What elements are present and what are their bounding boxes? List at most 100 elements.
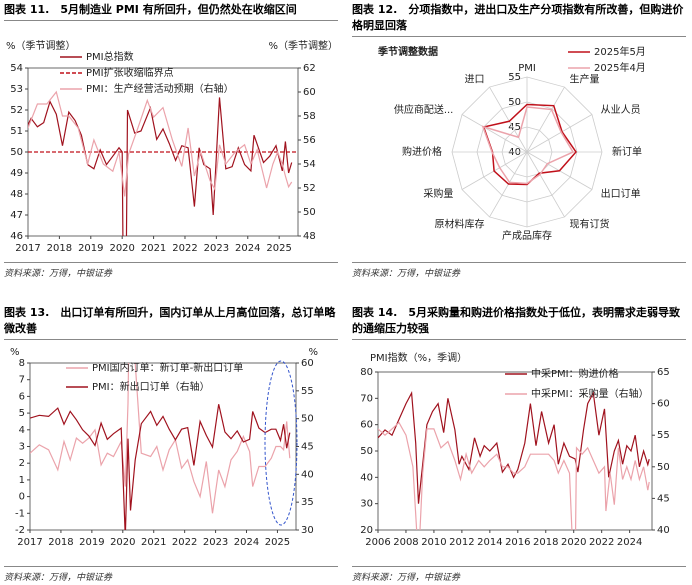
category-label: 新订单 [612, 145, 642, 158]
y2-tick-label: 55 [301, 386, 314, 397]
y2-tick-label: 40 [301, 469, 314, 480]
series-line [28, 97, 293, 236]
category-label: 现有订货 [570, 218, 610, 231]
y-tick-label: 52 [10, 105, 23, 116]
x-tick-label: 2024 [617, 537, 642, 548]
series-line [30, 363, 291, 514]
y2-axis-label: %（季节调整） [268, 39, 338, 52]
x-tick-label: 2010 [421, 537, 446, 548]
x-tick-label: 2008 [393, 537, 418, 548]
highlight-ellipse [264, 360, 298, 526]
x-tick-label: 2024 [235, 243, 260, 254]
r-tick-label: 45 [508, 122, 521, 133]
category-label: 进口 [465, 73, 485, 85]
category-label: 产成品库存 [502, 229, 552, 242]
y-tick-label: -2 [15, 525, 25, 536]
x-tick-label: 2023 [204, 243, 229, 254]
y2-axis-label: % [308, 347, 318, 358]
source: 资料来源：万得，中银证券 [4, 262, 338, 279]
x-tick-label: 2021 [141, 243, 166, 254]
caption: 图表 11. 5月制造业 PMI 有所回升，但仍然处在收缩区间 [4, 2, 338, 21]
y-tick-label: 0 [19, 492, 25, 503]
category-label: 出口订单 [601, 187, 641, 200]
y-tick-label: 3 [19, 442, 25, 453]
y2-tick-label: 60 [657, 399, 670, 410]
y-tick-label: 8 [19, 358, 25, 369]
y2-tick-label: 45 [657, 493, 670, 504]
x-tick-label: 2021 [141, 537, 166, 548]
subtitle: 季节调整数据 [377, 45, 438, 58]
x-tick-label: 2022 [172, 537, 197, 548]
series-polygon [481, 106, 575, 185]
source: 资料来源：万得，中银证券 [352, 262, 686, 279]
y2-tick-label: 45 [301, 442, 314, 453]
y-tick-label: 6 [19, 391, 25, 402]
y2-tick-label: 35 [301, 497, 314, 508]
caption: 图表 12. 分项指数中，进出口及生产分项指数有所改善，但购进价格明显回落 [352, 2, 686, 37]
category-label: PMI [518, 63, 536, 74]
y-tick-label: 50 [10, 147, 23, 158]
x-tick-label: 2020 [561, 537, 586, 548]
y-tick-label: 46 [10, 231, 23, 242]
x-tick-label: 2024 [234, 537, 259, 548]
x-tick-label: 2018 [533, 537, 558, 548]
r-tick-label: 55 [508, 72, 521, 83]
x-tick-label: 2019 [79, 537, 104, 548]
x-tick-label: 2006 [365, 537, 390, 548]
x-tick-label: 2017 [15, 243, 40, 254]
x-tick-label: 2020 [109, 243, 134, 254]
x-tick-label: 2016 [505, 537, 530, 548]
y-axis-label: PMI指数（%，季调） [370, 351, 467, 364]
y2-tick-label: 62 [303, 63, 316, 74]
y-axis-label: % [10, 347, 20, 358]
category-label: 采购量 [423, 187, 453, 200]
y-tick-label: 20 [360, 525, 373, 536]
series-line [30, 404, 291, 530]
x-tick-label: 2022 [589, 537, 614, 548]
y-tick-label: 48 [10, 189, 23, 200]
category-label: 从业人员 [601, 104, 641, 116]
y-axis-label: %（季节调整） [6, 39, 76, 52]
spoke [526, 151, 565, 218]
y-tick-label: 47 [10, 210, 23, 221]
y2-tick-label: 60 [301, 358, 314, 369]
source: 资料来源：万得，中银证券 [4, 566, 338, 583]
legend-label: 2025年5月 [594, 45, 646, 58]
spoke [526, 114, 593, 153]
category-label: 原材料库存 [435, 218, 485, 231]
caption: 图表 13. 出口订单有所回升，国内订单从上月高位回落，总订单略微改善 [4, 305, 338, 340]
y2-tick-label: 52 [303, 183, 316, 194]
x-tick-label: 2012 [449, 537, 474, 548]
y-tick-label: 4 [19, 425, 25, 436]
legend-label: 2025年4月 [594, 61, 646, 74]
category-label: 供应商配送... [394, 103, 454, 116]
x-tick-label: 2022 [172, 243, 197, 254]
legend-label: PMI国内订单：新订单-新出口订单 [92, 361, 243, 374]
legend-label: 中采PMI：购进价格 [531, 367, 619, 380]
y2-tick-label: 60 [303, 87, 316, 98]
legend-label: PMI：新出口订单（右轴） [92, 380, 210, 393]
legend-label: PMI扩张收缩临界点 [86, 66, 174, 79]
y-tick-label: 80 [360, 367, 373, 378]
x-tick-label: 2014 [477, 537, 502, 548]
legend-label: PMI：生产经营活动预期（右轴） [86, 82, 234, 95]
x-tick-label: 2017 [17, 537, 42, 548]
y2-tick-label: 40 [657, 525, 670, 536]
legend-label: 中采PMI：采购量（右轴） [531, 387, 649, 400]
spoke [489, 86, 528, 153]
y-tick-label: 7 [19, 375, 25, 386]
r-tick-label: 40 [508, 147, 521, 158]
y-tick-label: 30 [360, 499, 373, 510]
x-tick-label: 2018 [48, 537, 73, 548]
series-line [28, 90, 293, 197]
legend-label: PMI总指数 [86, 50, 134, 63]
category-label: 购进价格 [402, 145, 442, 158]
r-tick-label: 50 [508, 97, 521, 108]
x-tick-label: 2025 [266, 243, 291, 254]
y-tick-label: -1 [15, 508, 25, 519]
category-label: 生产量 [570, 72, 600, 85]
y-tick-label: 5 [19, 408, 25, 419]
y-tick-label: 54 [10, 63, 23, 74]
